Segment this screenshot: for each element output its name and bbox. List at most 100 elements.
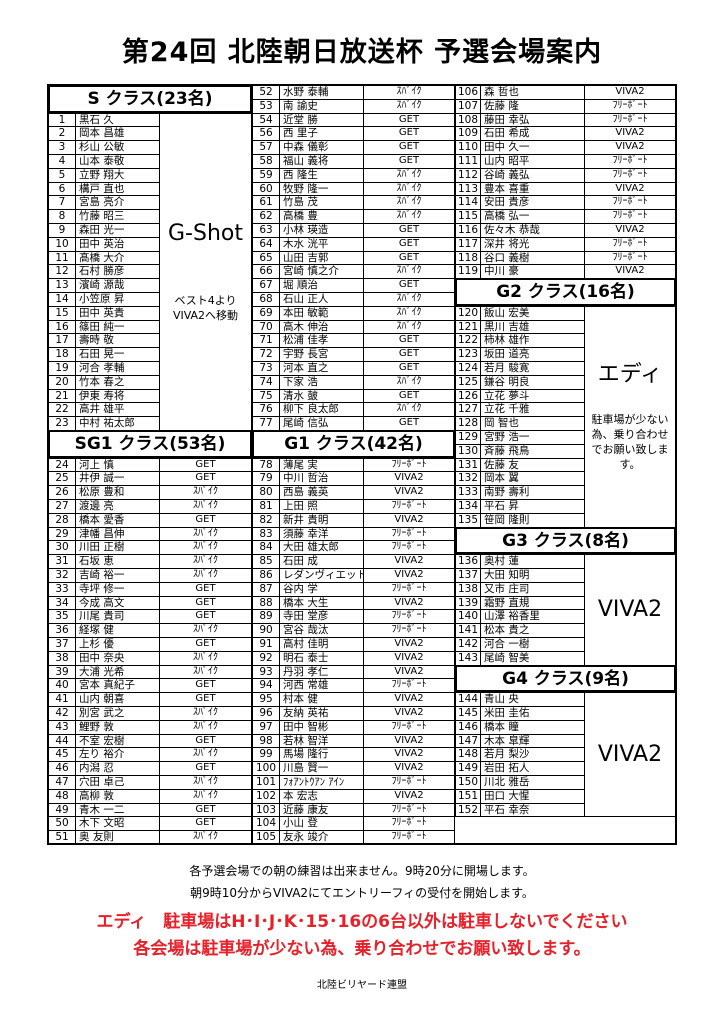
entry-number: 86 xyxy=(252,568,280,583)
player-name: 明石 泰士 xyxy=(279,650,364,666)
entry-number: 111 xyxy=(455,154,481,169)
player-name: 石山 正人 xyxy=(279,292,364,307)
venue: GET xyxy=(159,609,252,625)
entry-number: 105 xyxy=(252,830,280,845)
entry-number: 46 xyxy=(48,761,76,776)
venue: GET xyxy=(363,278,455,293)
entry-number: 27 xyxy=(48,499,76,514)
player-name: 黒川 吉雄 xyxy=(480,319,585,335)
entry-number: 119 xyxy=(455,264,481,280)
player-row: 93 丹羽 孝仁 VIVA2 xyxy=(252,664,455,680)
entry-number: 72 xyxy=(252,347,280,362)
player-name: 又市 庄司 xyxy=(480,581,585,597)
player-name: 本 宏志 xyxy=(279,788,364,804)
entry-number: 70 xyxy=(252,319,280,335)
player-name: 平石 昇 xyxy=(480,499,585,514)
venue: ｽﾊﾟｲｸ xyxy=(159,540,252,556)
player-name: 本田 敏範 xyxy=(279,305,364,321)
player-name: 西 隆生 xyxy=(279,167,364,183)
venue: ｽﾊﾟｲｸ xyxy=(363,402,455,418)
class-header: G2 クラス(16名) xyxy=(455,278,676,306)
venue: GET xyxy=(159,692,252,707)
player-name: レダンヴィエット xyxy=(279,568,364,583)
venue: GET xyxy=(363,416,455,431)
player-row: 33 寺坪 修一 GET xyxy=(48,581,252,597)
player-row: 50 木下 文昭 GET xyxy=(48,816,252,832)
venue: ｽﾊﾟｲｸ xyxy=(363,181,455,197)
player-name: 黒石 久 xyxy=(75,112,160,128)
entry-number: 47 xyxy=(48,775,76,790)
player-name: 谷崎 義弘 xyxy=(480,167,585,183)
player-name: 岡本 昌雄 xyxy=(75,126,160,142)
entry-number: 9 xyxy=(48,223,76,238)
venue: ﾌﾘｰﾎﾟｰﾄ xyxy=(584,236,676,252)
player-row: 77 尾崎 信弘 GET xyxy=(252,416,455,431)
venue: GET xyxy=(159,733,252,749)
player-name: 森 哲也 xyxy=(480,85,585,100)
player-name: 福山 義将 xyxy=(279,154,364,169)
entry-number: 125 xyxy=(455,374,481,390)
class-header: SG1 クラス(53名) xyxy=(48,430,252,458)
entry-number: 115 xyxy=(455,209,481,224)
entry-number: 20 xyxy=(48,374,76,390)
player-name: 河西 常雄 xyxy=(279,678,364,694)
player-name: 構戸 直也 xyxy=(75,181,160,197)
entry-number: 74 xyxy=(252,374,280,390)
entry-number: 1 xyxy=(48,112,76,128)
entry-number: 138 xyxy=(455,581,481,597)
player-row: 58 福山 義将 GET xyxy=(252,154,455,169)
entry-number: 69 xyxy=(252,305,280,321)
player-name: 上田 照 xyxy=(279,499,364,514)
player-row: 71 松浦 佳孝 GET xyxy=(252,333,455,349)
player-name: 川北 雅岳 xyxy=(480,775,585,790)
player-row: 82 新井 貴明 VIVA2 xyxy=(252,512,455,528)
player-row: 105 友永 竣介 ﾌﾘｰﾎﾟｰﾄ xyxy=(252,830,455,845)
entry-number: 94 xyxy=(252,678,280,694)
entry-number: 79 xyxy=(252,471,280,487)
player-row: 100 川島 賢一 VIVA2 xyxy=(252,761,455,776)
player-row: 83 須藤 幸洋 ﾌﾘｰﾎﾟｰﾄ xyxy=(252,526,455,542)
player-name: 河本 直之 xyxy=(279,361,364,376)
entry-number: 121 xyxy=(455,319,481,335)
player-name: 山内 昭平 xyxy=(480,154,585,169)
venue: GET xyxy=(159,457,252,473)
entry-number: 101 xyxy=(252,775,280,790)
venue: ﾌﾘｰﾎﾟｰﾄ xyxy=(584,154,676,169)
player-name: 寺坪 修一 xyxy=(75,581,160,597)
player-name: 青木 一二 xyxy=(75,802,160,818)
entry-number: 109 xyxy=(455,126,481,142)
venue: ﾌﾘｰﾎﾟｰﾄ xyxy=(584,98,676,114)
venue: ｽﾊﾟｲｸ xyxy=(363,85,455,100)
player-row: 103 近藤 康友 ﾌﾘｰﾎﾟｰﾄ xyxy=(252,802,455,818)
merged-venue-cell: G-Shot ベスト4より VIVA2へ移動 xyxy=(159,112,252,431)
player-row: 116 佐々木 恭哉 VIVA2 xyxy=(455,223,676,238)
venue: VIVA2 xyxy=(363,637,455,652)
entry-number: 122 xyxy=(455,333,481,349)
entry-number: 19 xyxy=(48,361,76,376)
player-name: 伊東 寿将 xyxy=(75,388,160,404)
venue: VIVA2 xyxy=(363,471,455,487)
player-row: 47 穴田 卓己 ｽﾊﾟｲｸ xyxy=(48,775,252,790)
player-row: 88 橋本 大生 VIVA2 xyxy=(252,595,455,611)
player-name: 吉崎 裕一 xyxy=(75,568,160,583)
venue: VIVA2 xyxy=(363,512,455,528)
player-row: 89 寺田 堂彦 ﾌﾘｰﾎﾟｰﾄ xyxy=(252,609,455,625)
player-name: 田中 英治 xyxy=(75,236,160,252)
player-row: 72 宇野 長宮 GET xyxy=(252,347,455,362)
player-name: 内潟 忍 xyxy=(75,761,160,776)
entry-number: 85 xyxy=(252,554,280,569)
player-name: 若林 智洋 xyxy=(279,733,364,749)
entry-number: 144 xyxy=(455,692,481,707)
venue: VIVA2 xyxy=(363,788,455,804)
player-row: 60 牧野 隆一 ｽﾊﾟｲｸ xyxy=(252,181,455,197)
venue: ﾌﾘｰﾎﾟｰﾄ xyxy=(363,499,455,514)
player-row: 62 高橋 豊ｽﾊﾟｲｸ xyxy=(252,209,455,224)
entry-number: 145 xyxy=(455,706,481,721)
player-row: 117 深井 将光 ﾌﾘｰﾎﾟｰﾄ xyxy=(455,236,676,252)
entry-number: 26 xyxy=(48,485,76,500)
entry-number: 57 xyxy=(252,140,280,155)
player-name: 高木 伸治 xyxy=(279,319,364,335)
entry-number: 56 xyxy=(252,126,280,142)
player-row: 110 田中 久一 VIVA2 xyxy=(455,140,676,155)
player-row: 114 安田 貴彦 ﾌﾘｰﾎﾟｰﾄ xyxy=(455,195,676,211)
